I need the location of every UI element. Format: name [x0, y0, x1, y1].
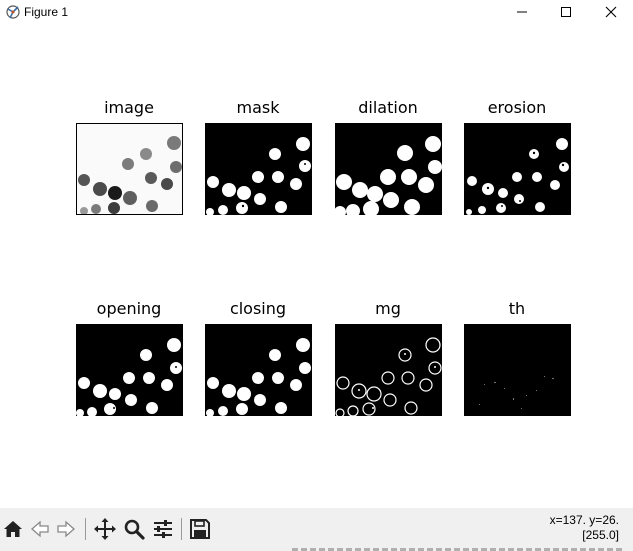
zoom-button[interactable]	[121, 516, 147, 542]
subplot-th	[464, 324, 571, 416]
pixel-value: [255.0]	[582, 528, 619, 542]
save-icon	[190, 519, 210, 539]
subplot-closing	[205, 324, 312, 416]
subplot-title-th: th	[508, 299, 526, 318]
close-button[interactable]	[588, 0, 633, 24]
toolbar-separator	[181, 518, 182, 540]
subplot-title-erosion: erosion	[487, 98, 547, 117]
subplot-mask	[205, 123, 312, 215]
back-icon	[31, 520, 49, 538]
navigation-toolbar: x=137. y=26. [255.0]	[0, 508, 633, 551]
maximize-icon	[561, 7, 571, 17]
configure-subplots-button[interactable]	[150, 516, 176, 542]
subplot-title-mask: mask	[236, 98, 280, 117]
figure-canvas[interactable]: image mask dilation erosion	[0, 24, 633, 508]
cursor-readout: x=137. y=26. [255.0]	[550, 513, 619, 543]
subplot-title-image: image	[104, 98, 154, 117]
window-bottom-edge	[292, 548, 622, 551]
home-button[interactable]	[0, 516, 26, 542]
save-button[interactable]	[187, 516, 213, 542]
home-icon	[4, 521, 22, 537]
maximize-button[interactable]	[543, 0, 589, 24]
back-button[interactable]	[27, 516, 53, 542]
close-icon	[605, 6, 617, 18]
subplot-mg	[335, 324, 442, 416]
pan-icon	[94, 518, 116, 540]
subplot-opening	[76, 324, 183, 416]
pan-button[interactable]	[92, 516, 118, 542]
cursor-coordinates: x=137. y=26.	[549, 513, 619, 527]
minimize-icon	[517, 11, 527, 13]
subplot-title-mg: mg	[375, 299, 401, 318]
subplot-erosion	[464, 123, 571, 215]
subplot-title-opening: opening	[96, 299, 162, 318]
minimize-button[interactable]	[499, 0, 545, 24]
zoom-icon	[124, 519, 145, 540]
title-bar: Figure 1	[0, 0, 633, 24]
subplot-image	[76, 123, 183, 215]
matplotlib-figure-icon	[4, 3, 22, 21]
forward-icon	[57, 520, 75, 538]
subplot-title-dilation: dilation	[358, 98, 418, 117]
window-title: Figure 1	[24, 5, 69, 19]
subplot-dilation	[335, 123, 442, 215]
subplot-title-closing: closing	[229, 299, 287, 318]
configure-subplots-icon	[154, 520, 172, 538]
toolbar-separator	[85, 518, 86, 540]
forward-button[interactable]	[53, 516, 79, 542]
